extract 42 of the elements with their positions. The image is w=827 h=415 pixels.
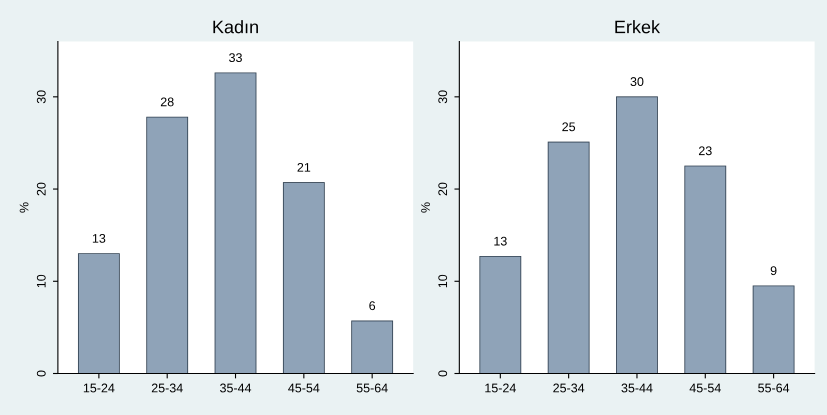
chart-title: Kadın [213, 20, 258, 34]
data-label: 9 [770, 266, 776, 276]
y-tick-label: 10 [36, 274, 46, 288]
bar [548, 142, 590, 374]
y-axis-title: % [421, 202, 430, 213]
data-label: 28 [160, 97, 174, 106]
x-tick-label: 25-34 [152, 384, 183, 392]
chart-title: Erkek [615, 20, 660, 34]
bar [78, 253, 120, 374]
bar [146, 116, 188, 374]
y-tick-label: 30 [438, 90, 448, 104]
y-tick-label: 0 [438, 370, 448, 376]
x-tick-label: 35-44 [220, 384, 252, 392]
x-tick-label: 45-54 [288, 384, 320, 392]
bar [214, 72, 256, 374]
x-tick-label: 45-54 [690, 384, 721, 392]
bar [684, 166, 726, 374]
x-tick-label: 25-34 [553, 384, 584, 392]
y-tick-label: 20 [36, 182, 46, 196]
data-label: 6 [369, 301, 376, 310]
data-label: 23 [698, 146, 712, 156]
x-tick-label: 15-24 [485, 384, 516, 392]
y-tick-label: 30 [36, 90, 46, 104]
x-tick-label: 35-44 [621, 384, 653, 392]
bar [479, 256, 522, 374]
x-tick-label: 55-64 [356, 384, 388, 392]
data-label: 21 [298, 162, 310, 172]
bar [351, 320, 394, 374]
x-tick-label: 15-24 [84, 384, 114, 392]
bar [282, 182, 325, 374]
data-label: 33 [229, 53, 242, 62]
y-tick-label: 20 [438, 182, 448, 196]
bar [752, 285, 795, 374]
x-tick-label: 55-64 [758, 384, 790, 392]
data-label: 30 [630, 77, 644, 86]
y-axis-title: % [20, 202, 28, 213]
y-tick-label: 10 [438, 274, 448, 288]
data-label: 13 [92, 234, 106, 243]
data-label: 13 [494, 236, 507, 246]
data-label: 25 [562, 122, 576, 132]
y-tick-label: 0 [36, 370, 46, 376]
bar [616, 96, 658, 374]
